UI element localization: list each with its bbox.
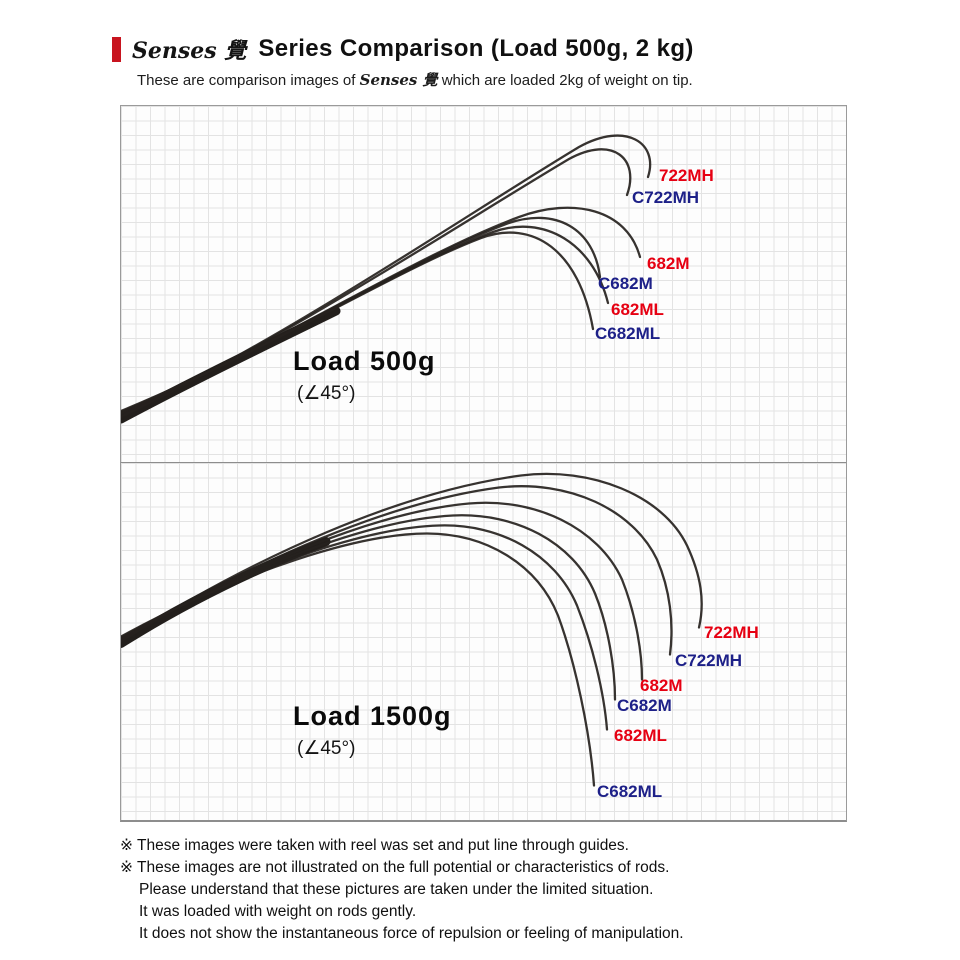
rod-curve-c682m xyxy=(121,514,617,701)
rod-label-682m: 682M xyxy=(647,254,690,273)
header: Senses 覺 Series Comparison (Load 500g, 2… xyxy=(112,33,694,65)
footnote-line: ※ These images are not illustrated on th… xyxy=(120,859,670,876)
footnote-line: ※ These images were taken with reel was … xyxy=(120,837,629,854)
rod-label-722mh: 722MH xyxy=(704,623,759,642)
accent-bar-icon xyxy=(112,36,121,62)
angle-caption-1500g: (∠45°) xyxy=(297,738,356,759)
rod-label-c722mh: C722MH xyxy=(632,188,700,207)
rod-label-c722mh: C722MH xyxy=(675,651,743,670)
angle-caption-500g: (∠45°) xyxy=(297,383,356,404)
rod-curves-500g xyxy=(121,134,652,424)
footnote-line: It was loaded with weight on rods gently… xyxy=(139,903,417,920)
panel-load-1500g: 722MH C722MH 682M C682M 682ML C682ML Loa… xyxy=(120,463,847,822)
rod-label-682ml: 682ML xyxy=(614,726,667,745)
rod-curve-682m xyxy=(121,501,644,681)
rod-curve-c682ml xyxy=(121,532,596,787)
brand-logo: Senses 覺 xyxy=(132,38,247,64)
rod-curve-722mh xyxy=(121,472,703,643)
rod-curves-1500g xyxy=(121,472,703,787)
rod-label-c682m: C682M xyxy=(617,696,672,715)
subtitle-post: which are loaded 2kg of weight on tip. xyxy=(437,72,693,89)
rod-label-722mh: 722MH xyxy=(659,166,714,185)
load-caption-500g: Load 500g xyxy=(293,346,436,376)
load-caption-1500g: Load 1500g xyxy=(293,701,452,731)
footnote-line: Please understand that these pictures ar… xyxy=(139,881,654,898)
rod-label-682ml: 682ML xyxy=(611,300,664,319)
footnote-line: It does not show the instantaneous force… xyxy=(139,925,684,942)
rod-curve-c722mh xyxy=(121,485,673,656)
rod-curve-682ml xyxy=(121,524,609,731)
footnotes: ※ These images were taken with reel was … xyxy=(120,835,684,945)
subtitle-brand: Senses 覺 xyxy=(359,71,438,89)
page-title: Series Comparison (Load 500g, 2 kg) xyxy=(258,35,694,62)
subtitle: These are comparison images of Senses 覺 … xyxy=(137,69,693,90)
rod-label-682m: 682M xyxy=(640,676,683,695)
rod-label-c682m: C682M xyxy=(598,274,653,293)
panel-load-500g: 722MH C722MH 682M C682M 682ML C682ML Loa… xyxy=(120,105,847,464)
rod-label-c682ml: C682ML xyxy=(595,324,661,343)
rod-curve-c682ml xyxy=(121,231,595,413)
subtitle-pre: These are comparison images of xyxy=(137,72,360,89)
rod-label-c682ml: C682ML xyxy=(597,782,663,801)
